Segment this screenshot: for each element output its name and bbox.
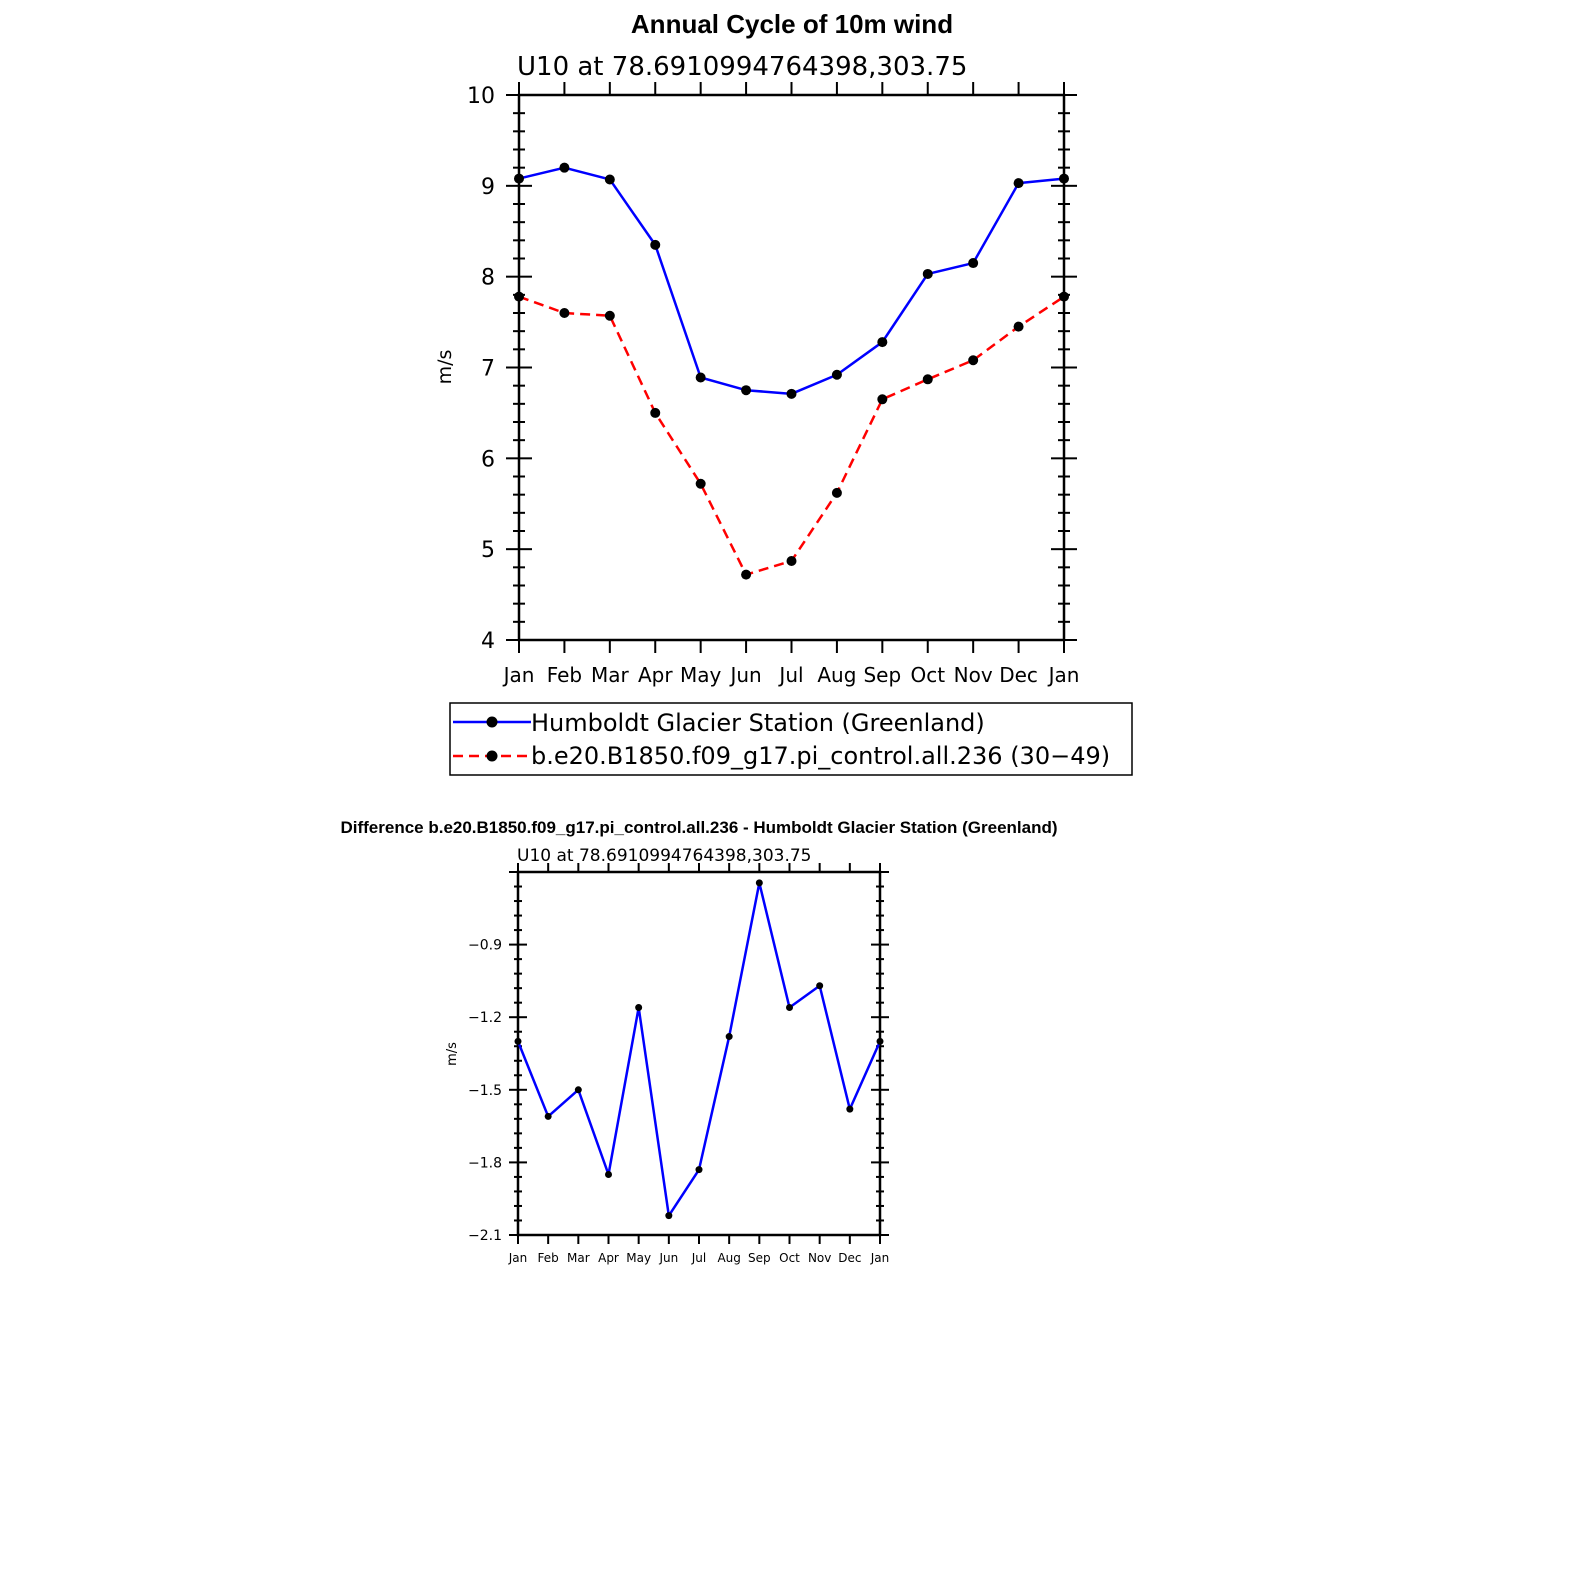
x-tick-label: Feb (547, 663, 582, 687)
series-1-point (786, 555, 797, 566)
y-tick-label: 7 (481, 356, 495, 381)
x-tick-label: Dec (838, 1251, 861, 1265)
difference-y-axis-label: m/s (445, 1042, 460, 1066)
x-tick-label: May (680, 663, 722, 687)
series-0-point (786, 388, 797, 399)
x-tick-label: Jun (658, 1251, 678, 1265)
x-tick-label: Apr (638, 663, 673, 687)
series-1-point (968, 355, 979, 366)
y-tick-label: −2.1 (468, 1228, 502, 1244)
series-0-point (831, 369, 842, 380)
series-1-point (1013, 321, 1024, 332)
x-tick-label: Nov (808, 1251, 831, 1265)
series-0-point (786, 1004, 793, 1012)
series-0-line (516, 881, 882, 1217)
x-tick-label: Sep (748, 1251, 771, 1265)
difference-chart-subtitle: U10 at 78.6910994764398,303.75 (517, 846, 812, 866)
series-0-point (922, 268, 933, 279)
x-tick-label: May (626, 1251, 651, 1265)
y-tick-label: −1.8 (468, 1155, 502, 1171)
series-0-point (816, 982, 824, 990)
series-0-point (846, 1105, 854, 1113)
y-axis-label: m/s (434, 350, 456, 385)
series-1-point (695, 478, 706, 489)
x-tick-label: Dec (999, 663, 1038, 687)
y-tick-label: 6 (481, 447, 495, 472)
series-1-point (604, 310, 615, 321)
legend-label-model: b.e20.B1850.f09_g17.pi_control.all.236 (… (531, 742, 1110, 770)
x-tick-label: Aug (717, 1251, 740, 1265)
series-0-point (1059, 173, 1069, 184)
series-0-point (635, 1004, 643, 1012)
y-tick-label: −0.9 (468, 938, 502, 954)
series-0-point (559, 162, 570, 173)
series-0-line (518, 166, 1065, 396)
series-0-point (755, 879, 763, 887)
legend-label-station: Humboldt Glacier Station (Greenland) (531, 709, 985, 737)
x-tick-label: Jul (777, 663, 803, 687)
x-tick-label: Apr (598, 1251, 619, 1265)
x-tick-label: Nov (954, 663, 993, 687)
x-tick-label: Feb (538, 1251, 559, 1265)
difference-plot: Jan Feb Mar Apr May Jun Jul Aug Sep Oct Nov Dec Jan−… (468, 863, 889, 1265)
legend-marker-model (486, 750, 498, 762)
series-0-point (574, 1086, 582, 1094)
series-0-point (968, 258, 979, 269)
series-0-point (605, 1171, 612, 1178)
x-tick-label: Jan (502, 663, 535, 687)
series-0-point (514, 173, 524, 184)
series-1-point (559, 308, 570, 318)
series-0-point (665, 1212, 673, 1220)
series-1-point (650, 407, 661, 418)
x-tick-label: Jun (728, 663, 761, 687)
series-1-point (922, 374, 933, 385)
series-0-point (695, 1166, 703, 1174)
series-1-point (1059, 291, 1069, 302)
x-tick-label: Jan (870, 1251, 890, 1265)
series-0-point (544, 1112, 552, 1120)
series-1-point (877, 394, 888, 405)
y-tick-label: 5 (481, 538, 495, 563)
x-tick-label: Jan (1047, 663, 1080, 687)
series-0-point (604, 174, 615, 185)
chart-title: Annual Cycle of 10m wind (631, 9, 953, 39)
annual-cycle-plot: Jan Feb Mar Apr May Jun Jul Aug Sep Oct Nov Dec Jan 4… (467, 82, 1079, 687)
series-1-point (514, 291, 524, 302)
series-0-point (1013, 178, 1024, 189)
x-tick-label: Mar (567, 1251, 590, 1265)
legend-entry-model: b.e20.B1850.f09_g17.pi_control.all.236 (… (453, 742, 1110, 770)
series-0-point (514, 1037, 522, 1045)
series-0-point (877, 337, 888, 348)
y-tick-label: 4 (481, 629, 495, 654)
plot-frame (516, 870, 882, 1237)
legend-entry-station: Humboldt Glacier Station (Greenland) (453, 709, 985, 737)
series-0-point (876, 1037, 884, 1045)
y-tick-label: 9 (481, 175, 495, 200)
chart-subtitle: U10 at 78.6910994764398,303.75 (517, 52, 967, 82)
x-tick-label: Mar (591, 663, 630, 687)
x-tick-label: Oct (779, 1251, 800, 1265)
series-1-line (518, 295, 1065, 576)
legend-box (449, 702, 1133, 776)
series-0-point (725, 1033, 733, 1041)
legend-marker-station (486, 716, 498, 728)
y-tick-label: −1.5 (468, 1083, 502, 1099)
y-tick-label: 8 (481, 266, 495, 291)
series-0-point (695, 372, 706, 383)
y-tick-label: −1.2 (468, 1010, 502, 1026)
series-1-point (831, 487, 842, 498)
series-0-point (650, 239, 661, 250)
x-tick-label: Oct (910, 663, 945, 687)
x-tick-label: Aug (817, 663, 856, 687)
x-tick-label: Jan (508, 1251, 528, 1265)
series-1-point (741, 569, 752, 580)
x-tick-label: Jul (691, 1251, 706, 1265)
difference-chart-title: Difference b.e20.B1850.f09_g17.pi_contro… (340, 818, 1057, 837)
x-tick-label: Sep (863, 663, 901, 687)
legend: Humboldt Glacier Station (Greenland) b.e… (449, 702, 1133, 776)
y-tick-label: 10 (467, 84, 495, 109)
series-0-point (741, 385, 752, 396)
